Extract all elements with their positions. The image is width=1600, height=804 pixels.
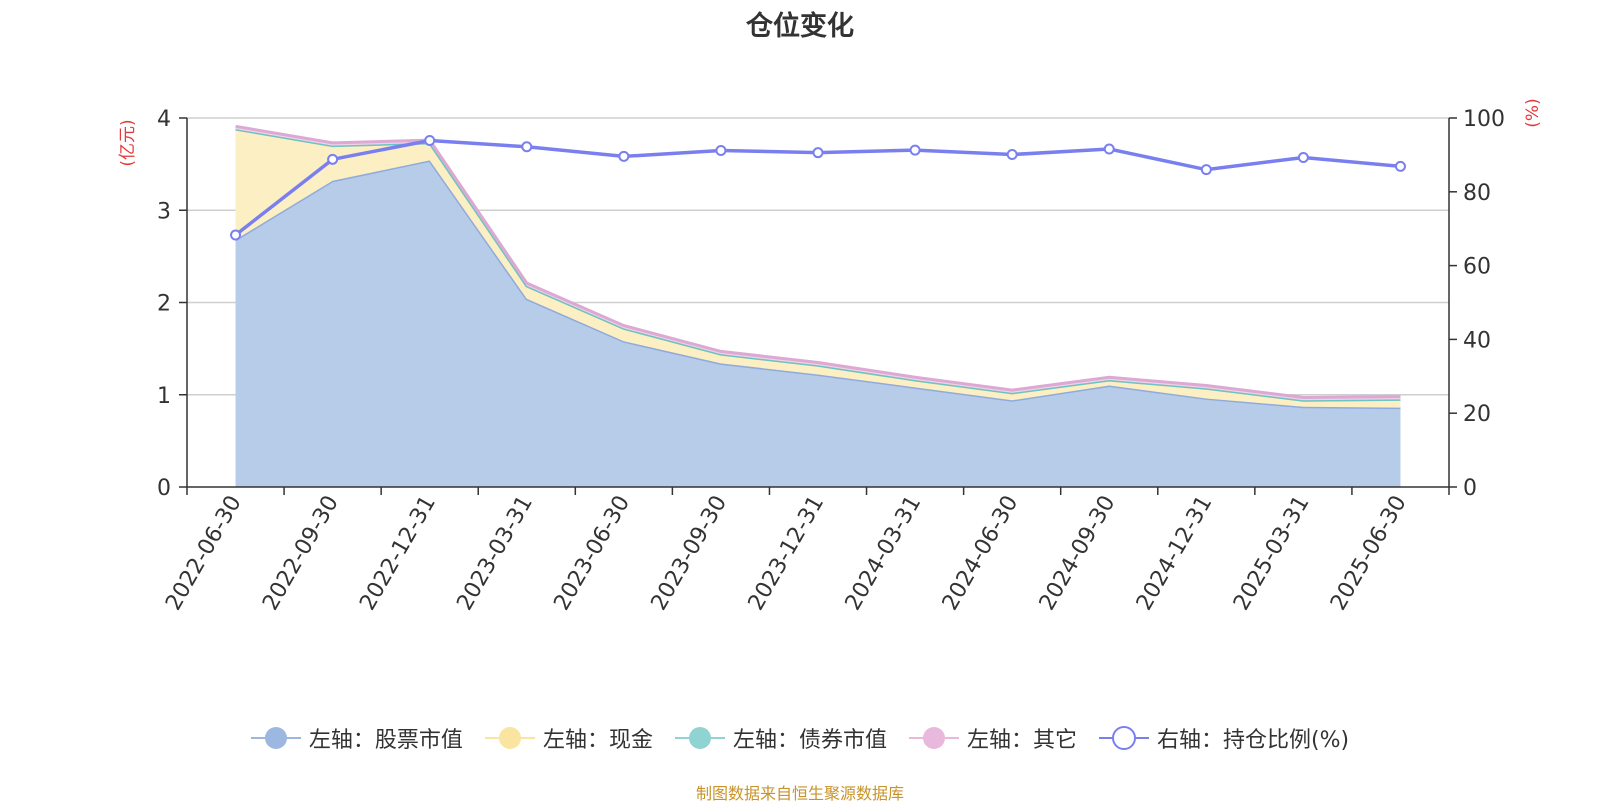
chart-legend: 左轴：股票市值 左轴：现金 左轴：债券市值 左轴：其它 右轴：持仓比例(%) (0, 722, 1600, 754)
legend-item[interactable]: 左轴：现金 (484, 722, 653, 754)
right-axis-tick-label: 60 (1463, 255, 1491, 280)
x-axis-tick-label: 2024-03-31 (841, 492, 927, 615)
left-axis-tick-label: 2 (157, 292, 171, 317)
x-axis-tick-label: 2022-12-31 (355, 492, 441, 615)
area-左轴股票市值 (235, 160, 1401, 487)
legend-item[interactable]: 左轴：债券市值 (674, 722, 887, 754)
right-axis-tick-label: 40 (1463, 328, 1491, 353)
x-axis-tick-label: 2024-09-30 (1035, 492, 1121, 615)
legend-marker-icon (908, 727, 959, 749)
right-axis-tick-label: 0 (1463, 476, 1477, 501)
holding-ratio-point (327, 153, 339, 165)
left-axis-tick-label: 0 (157, 476, 171, 501)
x-axis-tick-label: 2023-06-30 (549, 492, 635, 615)
holding-ratio-point (715, 144, 727, 156)
holding-ratio-point (1297, 151, 1309, 163)
x-axis-tick-label: 2022-06-30 (161, 492, 247, 615)
legend-label: 左轴：债券市值 (732, 728, 887, 753)
legend-item[interactable]: 左轴：股票市值 (250, 722, 463, 754)
left-axis-tick-label: 1 (157, 384, 171, 409)
x-axis-tick-label: 2024-12-31 (1132, 492, 1218, 615)
chart-title: 仓位变化 (746, 11, 854, 42)
right-axis-tick-label: 20 (1463, 402, 1491, 427)
legend-label: 左轴：股票市值 (308, 728, 463, 753)
holding-ratio-point (812, 147, 824, 159)
holding-ratio-point (521, 141, 533, 153)
holding-ratio-point (230, 229, 242, 241)
x-axis-tick-label: 2025-06-30 (1326, 492, 1412, 615)
holding-ratio-point (424, 135, 436, 147)
legend-label: 右轴：持仓比例(%) (1156, 728, 1350, 753)
legend-marker-icon (674, 727, 725, 749)
x-axis-tick-label: 2025-03-31 (1229, 492, 1315, 615)
legend-item[interactable]: 右轴：持仓比例(%) (1098, 722, 1350, 754)
x-axis-tick-label: 2023-03-31 (452, 492, 538, 615)
data-source-note: 制图数据来自恒生聚源数据库 (695, 784, 904, 803)
holding-ratio-point (1394, 160, 1406, 172)
left-axis-unit: (亿元) (118, 119, 138, 166)
legend-marker-icon (1098, 726, 1149, 750)
legend-marker-icon (250, 727, 301, 749)
holding-ratio-point (909, 144, 921, 156)
holding-ratio-point (1006, 149, 1018, 161)
x-axis-tick-label: 2024-06-30 (938, 492, 1024, 615)
legend-label: 左轴：现金 (542, 728, 653, 753)
right-axis-tick-label: 80 (1463, 181, 1491, 206)
legend-marker-icon (484, 727, 535, 749)
x-axis-tick-label: 2022-09-30 (258, 492, 344, 615)
right-axis-unit: (%) (1523, 98, 1543, 127)
holding-ratio-point (1200, 164, 1212, 176)
legend-label: 左轴：其它 (966, 728, 1077, 753)
holding-ratio-point (618, 150, 630, 162)
left-axis-tick-label: 4 (157, 107, 171, 132)
x-axis-tick-label: 2023-12-31 (744, 492, 830, 615)
holding-ratio-point (1103, 143, 1115, 155)
right-axis-tick-label: 100 (1463, 107, 1505, 132)
left-axis-tick-label: 3 (157, 199, 171, 224)
legend-item[interactable]: 左轴：其它 (908, 722, 1077, 754)
x-axis-tick-label: 2023-09-30 (647, 492, 733, 615)
